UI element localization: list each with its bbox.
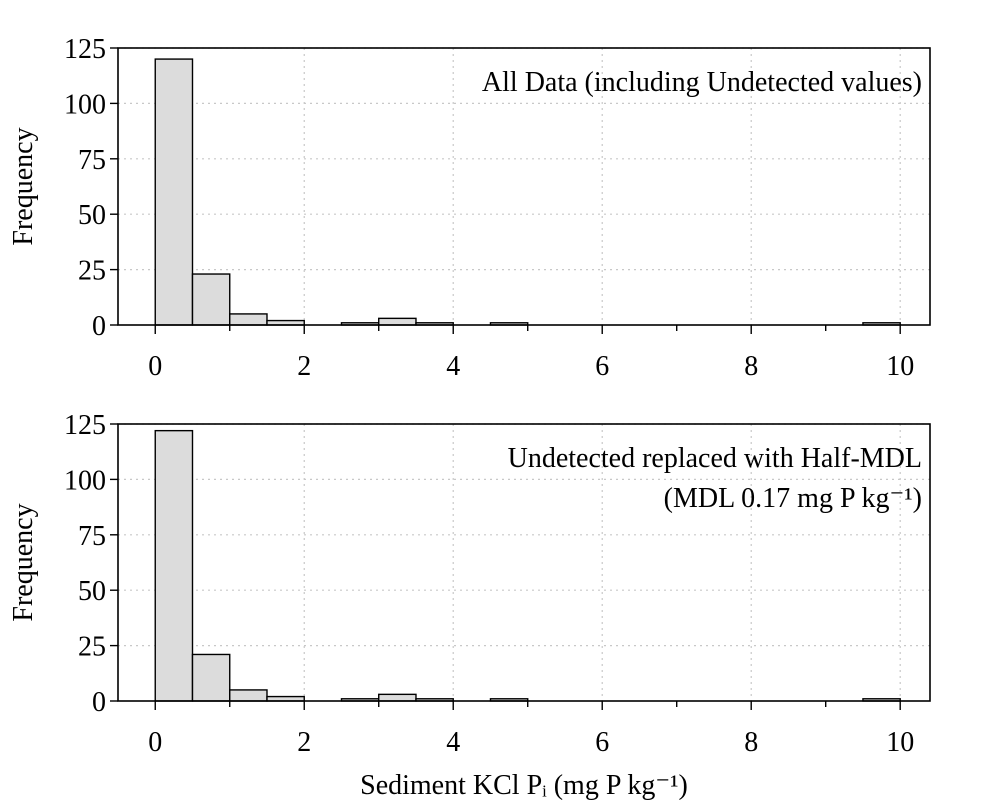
y-tick-label: 125: [64, 410, 106, 441]
x-axis-title: Sediment KCl Pᵢ (mg P kg⁻¹): [360, 770, 688, 800]
y-axis-title: Frequency: [8, 503, 39, 621]
x-tick-label: 2: [297, 351, 311, 382]
x-tick-label: 8: [744, 351, 758, 382]
x-tick-label: 2: [297, 727, 311, 758]
y-tick-label: 75: [78, 521, 106, 552]
x-tick-label: 0: [148, 351, 162, 382]
histogram-bar: [378, 317, 417, 326]
histogram-bar: [191, 273, 231, 326]
histogram-bar: [154, 58, 194, 326]
y-tick-label: 75: [78, 145, 106, 176]
x-tick-label: 10: [886, 351, 914, 382]
histogram-panel-half-mdl: 0 25 50 75 100 125 0 2 4 6 8 10 Frequency Undetected …: [8, 410, 931, 800]
y-tick-label: 100: [64, 89, 106, 120]
x-tick-label: 4: [446, 727, 460, 758]
histogram-bar: [191, 653, 231, 702]
y-tick-label: 125: [64, 34, 106, 65]
plot-frame: [117, 423, 931, 702]
y-tick-label: 0: [92, 311, 106, 342]
panel-annotation: All Data (including Undetected values): [482, 67, 922, 98]
panel-annotation: (MDL 0.17 mg P kg⁻¹): [664, 483, 922, 514]
x-tick-label: 4: [446, 351, 460, 382]
y-tick-label: 25: [78, 632, 106, 663]
x-tick-label: 10: [886, 727, 914, 758]
y-tick-label: 50: [78, 576, 106, 607]
y-tick-label: 100: [64, 465, 106, 496]
histogram-bar: [154, 429, 194, 702]
x-tick-label: 6: [595, 351, 609, 382]
histogram-panel-all-data: 0 25 50 75 100 125 0 2 4 6 8 10 Frequency All Data (i…: [8, 34, 931, 382]
histogram-bar: [229, 313, 268, 326]
x-tick-label: 8: [744, 727, 758, 758]
y-tick-label: 25: [78, 256, 106, 287]
x-tick-label: 6: [595, 727, 609, 758]
plot-frame: [117, 47, 931, 326]
y-axis-title: Frequency: [8, 127, 39, 245]
panel-annotation: Undetected replaced with Half-MDL: [508, 443, 922, 474]
y-tick-label: 50: [78, 200, 106, 231]
y-tick-label: 0: [92, 687, 106, 718]
x-tick-label: 0: [148, 727, 162, 758]
histogram-bar: [229, 689, 268, 702]
histogram-bar: [378, 693, 417, 702]
